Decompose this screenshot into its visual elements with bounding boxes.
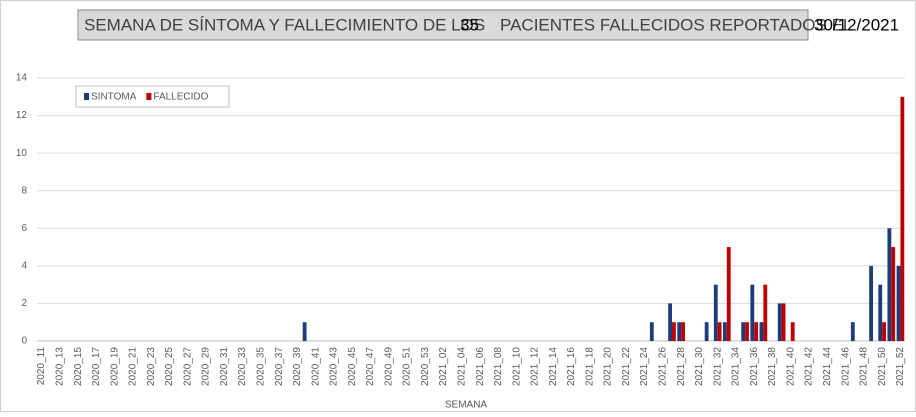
x-tick-label: 2020_33 xyxy=(237,347,248,386)
bar xyxy=(896,265,901,341)
x-tick-label: 2021_48 xyxy=(859,347,870,386)
bar xyxy=(745,322,749,341)
y-tick-label: 8 xyxy=(21,185,27,196)
x-tick-label: 2021_46 xyxy=(840,347,851,386)
x-tick-label: 2020_31 xyxy=(219,347,230,386)
y-tick-label: 4 xyxy=(21,260,27,271)
bar xyxy=(850,322,855,341)
x-tick-label: 2021_04 xyxy=(457,347,468,386)
bar xyxy=(878,284,883,341)
x-tick-label: 2020_49 xyxy=(383,347,394,386)
x-tick-label: 2021_44 xyxy=(822,347,833,386)
bar xyxy=(754,322,759,341)
x-tick-label: 2021_40 xyxy=(785,347,796,386)
x-tick-label: 2021_06 xyxy=(475,347,486,386)
legend-label: SINTOMA xyxy=(91,92,137,103)
y-tick-label: 12 xyxy=(16,110,28,121)
x-tick-label: 2021_16 xyxy=(566,347,577,386)
x-tick-label: 2020_39 xyxy=(292,347,303,386)
bar xyxy=(677,322,682,341)
legend-label: FALLECIDO xyxy=(153,92,208,103)
bar xyxy=(759,322,764,341)
bar xyxy=(869,265,874,341)
bar xyxy=(668,303,673,341)
x-tick-label: 2020_17 xyxy=(91,347,102,386)
legend-swatch xyxy=(146,93,152,100)
x-tick-label: 2020_13 xyxy=(54,347,65,386)
x-tick-label: 2021_42 xyxy=(804,347,815,386)
x-tick-label: 2020_25 xyxy=(164,347,175,386)
bar xyxy=(750,284,755,341)
x-tick-label: 2021_34 xyxy=(731,347,742,386)
y-tick-label: 14 xyxy=(16,73,28,84)
x-tick-label: 2021_32 xyxy=(712,347,723,386)
bar xyxy=(900,96,905,342)
x-tick-label: 2021_24 xyxy=(639,347,650,386)
x-tick-label: 2020_29 xyxy=(201,347,212,386)
x-tick-label: 2020_15 xyxy=(73,347,84,386)
bar xyxy=(717,322,722,341)
x-tick-label: 2021_30 xyxy=(694,347,705,386)
x-tick-label: 2020_51 xyxy=(402,347,413,386)
x-tick-label: 2020_47 xyxy=(365,347,376,386)
x-tick-label: 2021_18 xyxy=(584,347,595,386)
y-tick-label: 10 xyxy=(16,148,28,159)
x-tick-label: 2020_19 xyxy=(109,347,120,386)
x-tick-label: 2020_27 xyxy=(182,347,193,386)
x-tick-label: 2021_36 xyxy=(749,347,760,386)
y-tick-label: 2 xyxy=(21,298,27,309)
legend-swatch xyxy=(84,93,89,100)
bar xyxy=(781,303,786,341)
bar xyxy=(672,322,676,341)
x-tick-label: 2021_26 xyxy=(658,347,669,386)
x-tick-label: 2021_38 xyxy=(767,347,778,386)
bar xyxy=(882,322,886,341)
title-prefix: SEMANA DE SÍNTOMA Y FALLECIMIENTO DE LOS xyxy=(84,15,485,34)
x-tick-label: 2021_50 xyxy=(877,347,888,386)
x-tick-label: 2020_11 xyxy=(36,347,47,386)
y-tick-label: 0 xyxy=(21,336,27,347)
bar xyxy=(763,284,768,341)
x-tick-label: 2020_41 xyxy=(310,347,321,386)
x-tick-label: 2020_37 xyxy=(274,347,285,386)
y-tick-label: 6 xyxy=(21,223,27,234)
bar xyxy=(649,322,654,341)
title-middle: PACIENTES FALLECIDOS REPORTADOS EL xyxy=(500,15,852,34)
bar xyxy=(741,322,746,341)
x-tick-label: 2021_52 xyxy=(895,347,906,386)
bar xyxy=(681,322,685,341)
bar xyxy=(704,322,709,341)
x-tick-label: 2020_35 xyxy=(255,347,266,386)
x-tick-label: 2021_02 xyxy=(438,347,449,386)
x-tick-label: 2021_22 xyxy=(621,347,632,386)
x-tick-label: 2020_43 xyxy=(329,347,340,386)
x-tick-label: 2020_23 xyxy=(146,347,157,386)
bar xyxy=(722,322,727,341)
legend-box xyxy=(75,85,230,108)
x-tick-label: 2021_28 xyxy=(676,347,687,386)
bar xyxy=(790,322,795,341)
x-tick-label: 2021_12 xyxy=(530,347,541,386)
x-tick-label: 2021_14 xyxy=(548,347,559,386)
bar xyxy=(887,228,892,341)
title-box xyxy=(77,9,809,41)
x-tick-label: 2020_45 xyxy=(347,347,358,386)
x-tick-label: 2021_08 xyxy=(493,347,504,386)
x-tick-label: 2021_10 xyxy=(511,347,522,386)
x-tick-label: 2020_21 xyxy=(128,347,139,386)
bar xyxy=(777,303,782,341)
x-tick-label: 2020_53 xyxy=(420,347,431,386)
bar xyxy=(891,247,896,341)
x-tick-label: 2021_20 xyxy=(603,347,614,386)
bar xyxy=(713,284,718,341)
title-date: 30/12/2021 xyxy=(814,15,899,34)
bar xyxy=(302,322,307,341)
title-count: 35 xyxy=(460,15,479,34)
x-axis-label: SEMANA xyxy=(445,400,488,411)
bar xyxy=(726,247,731,341)
